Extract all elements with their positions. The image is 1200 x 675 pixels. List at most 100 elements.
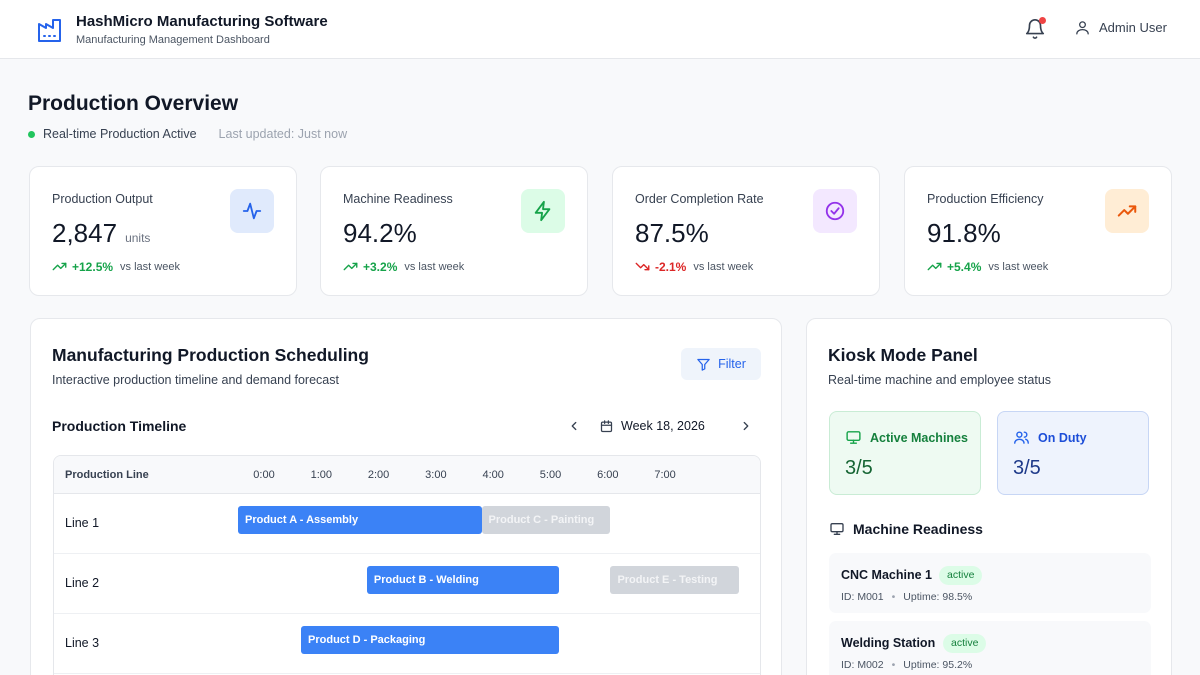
task-bar[interactable]: Product B - Welding — [366, 566, 559, 594]
time-tick: 1:00 — [310, 469, 333, 481]
week-picker[interactable]: Week 18, 2026 — [599, 414, 705, 438]
factory-icon[interactable] — [36, 16, 64, 44]
task-bar[interactable]: Product D - Packaging — [301, 626, 559, 654]
kpi-card-order-completion: Order Completion Rate 87.5% -2.1% vs las… — [612, 166, 880, 296]
scheduling-title: Manufacturing Production Scheduling — [52, 345, 369, 365]
live-status: Real-time Production Active — [43, 127, 197, 141]
on-duty-value: 3/5 — [1013, 457, 1041, 479]
app-title: HashMicro Manufacturing Software — [76, 13, 328, 30]
column-header: Production Line — [65, 469, 149, 481]
kpi-value-row: 94.2% — [343, 218, 417, 249]
zap-icon — [521, 189, 565, 233]
machine-readiness-title: Machine Readiness — [853, 521, 983, 537]
kpi-trend: +5.4% vs last week — [927, 259, 1048, 274]
machine-name: CNC Machine 1 — [841, 568, 932, 582]
on-duty-head: On Duty — [1013, 429, 1087, 446]
kpi-card-production-output: Production Output 2,847 units +12.5% vs … — [29, 166, 297, 296]
kpi-value: 91.8% — [927, 218, 1001, 248]
top-bar: HashMicro Manufacturing Software Manufac… — [0, 0, 1200, 59]
user-menu[interactable]: Admin User — [1074, 19, 1167, 36]
kpi-value: 2,847 — [52, 218, 118, 248]
notification-dot — [1039, 17, 1046, 24]
trend-comparison: vs last week — [988, 260, 1049, 273]
trend-down-icon — [635, 262, 650, 271]
time-tick: 4:00 — [482, 469, 504, 481]
filter-button[interactable]: Filter — [681, 348, 761, 380]
page-title: Production Overview — [28, 92, 239, 115]
trending-up-icon — [1105, 189, 1149, 233]
trend-up-icon — [343, 262, 358, 271]
kpi-value-row: 2,847 units — [52, 218, 150, 249]
machine-item[interactable]: Welding Station active ID: M002 • Uptime: … — [829, 621, 1151, 675]
line-label: Line 3 — [65, 636, 100, 650]
monitor-icon — [846, 431, 861, 444]
machine-item[interactable]: CNC Machine 1 active ID: M001 • Uptime: 98… — [829, 553, 1151, 613]
machine-readiness-head: Machine Readiness — [829, 521, 983, 537]
kpi-value: 94.2% — [343, 218, 417, 248]
active-machines-label: Active Machines — [870, 430, 968, 445]
monitor-icon — [830, 523, 844, 535]
kpi-value: 87.5% — [635, 218, 709, 248]
status-row: Real-time Production Active Last updated… — [28, 127, 347, 141]
task-bar[interactable]: Product A - Assembly — [238, 506, 482, 534]
chevron-right-icon — [743, 421, 749, 431]
user-icon — [1076, 21, 1089, 35]
on-duty-label: On Duty — [1038, 430, 1087, 445]
time-tick: 6:00 — [597, 469, 619, 481]
kpi-card-production-efficiency: Production Efficiency 91.8% +5.4% vs las… — [904, 166, 1172, 296]
user-name: Admin User — [1099, 20, 1167, 35]
time-tick: 5:00 — [539, 469, 562, 481]
chevron-left-icon — [571, 421, 577, 431]
machine-id: ID: M002 — [841, 659, 884, 671]
last-updated: Last updated: Just now — [218, 127, 348, 141]
notifications-button[interactable] — [1024, 17, 1046, 40]
task-bar[interactable]: Product E - Testing — [610, 566, 740, 594]
machine-name: Welding Station — [841, 636, 936, 650]
active-machines-card[interactable]: Active Machines 3/5 — [829, 411, 981, 495]
trend-value: +5.4% — [947, 259, 982, 274]
kpi-card-machine-readiness: Machine Readiness 94.2% +3.2% vs last we… — [320, 166, 588, 296]
trend-comparison: vs last week — [120, 260, 180, 273]
timeline-title: Production Timeline — [52, 418, 187, 434]
timeline-row: Line 1 Product A - Assembly Product C - Pa… — [54, 494, 760, 554]
timeline-row: Line 3 Product D - Packaging — [54, 614, 760, 674]
machine-uptime: Uptime: 95.2% — [903, 659, 973, 671]
trend-comparison: vs last week — [693, 260, 754, 273]
kiosk-title: Kiosk Mode Panel — [828, 345, 978, 365]
kpi-trend: +12.5% vs last week — [52, 259, 180, 274]
next-week-button[interactable] — [736, 416, 756, 436]
kpi-trend: +3.2% vs last week — [343, 259, 464, 274]
trend-comparison: vs last week — [404, 260, 465, 273]
on-duty-card[interactable]: On Duty 3/5 — [997, 411, 1149, 495]
machine-meta: ID: M001 • Uptime: 98.5% — [841, 591, 973, 603]
trend-value: +12.5% — [72, 259, 114, 274]
active-machines-value: 3/5 — [845, 457, 873, 479]
kiosk-subtitle: Real-time machine and employee status — [828, 373, 1052, 387]
status-badge: active — [943, 634, 987, 653]
status-badge: active — [939, 566, 983, 585]
activity-icon — [230, 189, 274, 233]
live-indicator — [28, 130, 35, 138]
kpi-label: Machine Readiness — [343, 192, 453, 206]
machine-meta: ID: M002 • Uptime: 95.2% — [841, 659, 973, 671]
production-timeline: Production Line 0:00 1:00 2:00 3:00 4:00 5:00… — [53, 455, 761, 675]
active-machines-head: Active Machines — [845, 429, 968, 446]
kpi-value-row: 91.8% — [927, 218, 1001, 249]
prev-week-button[interactable] — [564, 416, 584, 436]
timeline-row: Line 2 Product B - Welding Product E - Tes… — [54, 554, 760, 614]
time-tick: 0:00 — [253, 469, 275, 481]
check-circle-icon — [813, 189, 857, 233]
time-tick: 2:00 — [367, 469, 390, 481]
trend-up-icon — [927, 262, 942, 271]
calendar-icon — [600, 419, 613, 432]
filter-icon — [697, 358, 710, 371]
kpi-label: Production Efficiency — [927, 192, 1044, 206]
trend-value: +3.2% — [363, 259, 398, 274]
task-bar[interactable]: Product C - Painting — [481, 506, 611, 534]
machine-uptime: Uptime: 98.5% — [903, 591, 973, 603]
kpi-label: Production Output — [52, 192, 153, 206]
machine-id: ID: M001 — [841, 591, 884, 603]
line-label: Line 1 — [65, 516, 100, 530]
filter-label: Filter — [718, 357, 746, 371]
line-label: Line 2 — [65, 576, 100, 590]
